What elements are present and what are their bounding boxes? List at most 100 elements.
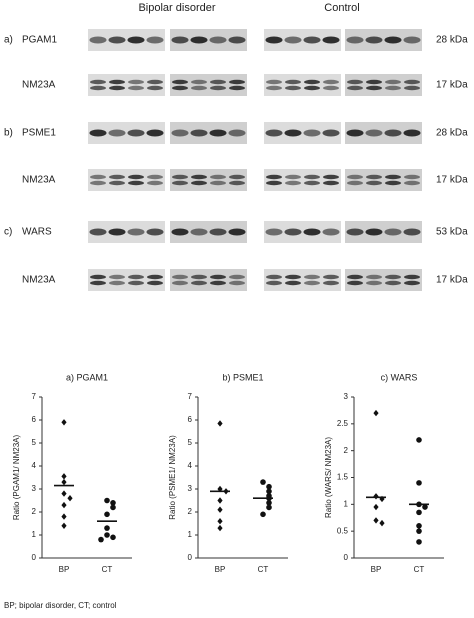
data-point — [260, 511, 266, 518]
data-point — [61, 522, 67, 529]
blot-band — [365, 129, 383, 137]
blot-background — [170, 269, 247, 291]
panel-label: c) — [4, 227, 12, 238]
data-point — [217, 506, 223, 513]
blot-band — [90, 85, 106, 91]
group-label: Control — [324, 2, 359, 14]
blot-band — [229, 174, 245, 180]
blot-band — [404, 174, 420, 180]
data-point — [266, 488, 272, 495]
blot-band — [172, 180, 188, 186]
blot-band — [266, 180, 282, 186]
x-tick-label: CT — [102, 565, 113, 574]
panel-label: a) — [4, 35, 13, 46]
data-point — [379, 519, 385, 527]
blot-band — [147, 274, 163, 280]
x-tick-label: BP — [215, 565, 226, 574]
data-point — [266, 500, 272, 506]
blot-band — [108, 228, 126, 236]
blot-band — [172, 85, 188, 91]
blot-band — [346, 36, 364, 44]
size-label: 53 kDa — [436, 227, 468, 238]
data-point — [416, 528, 422, 534]
blot-band — [266, 274, 282, 280]
data-point — [416, 480, 422, 486]
data-point — [104, 511, 110, 518]
blot-band — [366, 280, 382, 286]
y-tick-label: 2 — [188, 507, 193, 516]
y-tick-label: 7 — [188, 392, 193, 401]
protein-label: PGAM1 — [22, 35, 57, 46]
blot-band — [146, 36, 164, 44]
blot-band — [323, 280, 339, 286]
blot-band — [366, 274, 382, 280]
blot-band — [304, 79, 320, 85]
blot-band — [128, 280, 144, 286]
blot-band — [323, 79, 339, 85]
blot-background — [88, 74, 165, 96]
blot-band — [322, 228, 340, 236]
blot-band — [90, 274, 106, 280]
x-tick-label: CT — [414, 565, 425, 574]
blot-band — [190, 36, 208, 44]
blot-background — [264, 221, 341, 243]
data-point — [422, 504, 428, 510]
data-point — [61, 513, 67, 520]
blot-band — [109, 180, 125, 186]
blot-band — [346, 129, 364, 137]
data-point — [61, 473, 67, 480]
data-point — [217, 524, 223, 532]
blot-band — [128, 274, 144, 280]
blot-band — [347, 79, 363, 85]
blot-band — [365, 228, 383, 236]
y-tick-label: 5 — [188, 438, 193, 447]
blot-background — [264, 169, 341, 191]
protein-label: NM23A — [22, 275, 56, 286]
blot-band — [384, 129, 402, 137]
y-tick-label: 0 — [188, 553, 193, 562]
blot-band — [229, 274, 245, 280]
x-tick-label: BP — [371, 565, 382, 574]
blot-band — [285, 180, 301, 186]
blot-background — [170, 29, 247, 51]
blot-band — [403, 228, 421, 236]
data-point — [416, 509, 422, 516]
data-point — [260, 479, 266, 485]
blot-band — [404, 85, 420, 91]
blot-band — [385, 85, 401, 91]
y-tick-label: 1 — [32, 530, 37, 539]
blot-band — [172, 274, 188, 280]
x-tick-label: CT — [258, 565, 269, 574]
data-point — [373, 409, 379, 417]
chart-title: c) WARS — [381, 372, 418, 382]
blot-band — [172, 280, 188, 286]
blot-band — [266, 280, 282, 286]
data-point — [373, 493, 379, 500]
blot-band — [127, 129, 145, 137]
blot-band — [366, 174, 382, 180]
blot-band — [284, 36, 302, 44]
data-point — [416, 539, 422, 545]
blot-band — [209, 228, 227, 236]
chart-title: b) PSME1 — [222, 372, 263, 382]
protein-label: NM23A — [22, 80, 56, 91]
size-label: 17 kDa — [436, 80, 468, 91]
y-tick-label: 5 — [32, 438, 37, 447]
data-point — [373, 503, 379, 511]
data-point — [67, 495, 73, 502]
blot-band — [172, 174, 188, 180]
blot-band — [171, 228, 189, 236]
blot-band — [190, 228, 208, 236]
blot-band — [146, 228, 164, 236]
blot-band — [210, 174, 226, 180]
group-label: Bipolar disorder — [138, 2, 215, 14]
blot-band — [210, 274, 226, 280]
data-point — [98, 536, 104, 543]
blot-background — [88, 169, 165, 191]
data-point — [110, 500, 116, 506]
blot-background — [88, 269, 165, 291]
data-point — [373, 517, 379, 524]
blot-band — [365, 36, 383, 44]
blot-band — [265, 36, 283, 44]
blot-band — [266, 85, 282, 91]
